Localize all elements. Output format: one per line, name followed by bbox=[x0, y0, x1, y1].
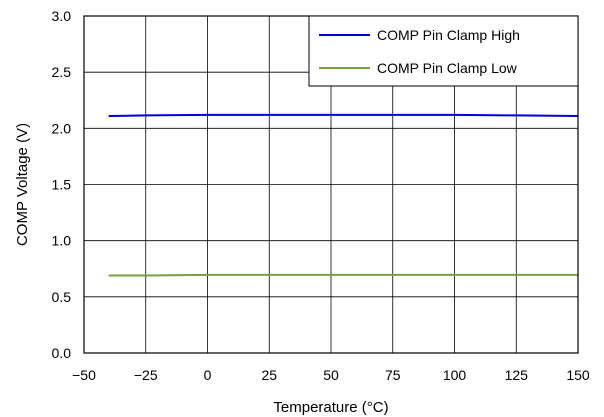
grid-lines bbox=[84, 16, 578, 353]
x-tick-labels: −50 −25 0 25 50 75 100 125 150 bbox=[72, 367, 590, 383]
legend-label: COMP Pin Clamp High bbox=[377, 27, 520, 43]
y-tick-label: 2.5 bbox=[52, 64, 72, 80]
y-tick-label: 2.0 bbox=[52, 120, 72, 136]
x-tick-label: −25 bbox=[134, 367, 158, 383]
legend: COMP Pin Clamp High COMP Pin Clamp Low bbox=[308, 15, 579, 87]
y-tick-label: 0.0 bbox=[52, 345, 72, 361]
x-tick-label: 0 bbox=[204, 367, 212, 383]
y-tick-label: 1.0 bbox=[52, 233, 72, 249]
y-tick-label: 1.5 bbox=[52, 177, 72, 193]
series-line-clamp-high bbox=[108, 113, 579, 117]
y-axis-label: COMP Voltage (V) bbox=[14, 123, 31, 246]
series-group bbox=[108, 113, 579, 277]
legend-label: COMP Pin Clamp Low bbox=[377, 60, 518, 76]
x-tick-label: 150 bbox=[566, 367, 590, 383]
legend-box bbox=[308, 15, 579, 87]
series-line-clamp-low bbox=[108, 273, 578, 277]
x-tick-label: 50 bbox=[323, 367, 339, 383]
y-tick-label: 3.0 bbox=[52, 8, 72, 24]
x-axis-label: Temperature (°C) bbox=[273, 399, 388, 416]
x-tick-label: 125 bbox=[505, 367, 529, 383]
y-tick-label: 0.5 bbox=[52, 289, 72, 305]
x-tick-label: 25 bbox=[261, 367, 277, 383]
x-tick-label: 75 bbox=[385, 367, 401, 383]
x-tick-label: −50 bbox=[72, 367, 96, 383]
y-tick-labels: 0.0 0.5 1.0 1.5 2.0 2.5 3.0 bbox=[52, 8, 72, 361]
x-tick-label: 100 bbox=[443, 367, 467, 383]
